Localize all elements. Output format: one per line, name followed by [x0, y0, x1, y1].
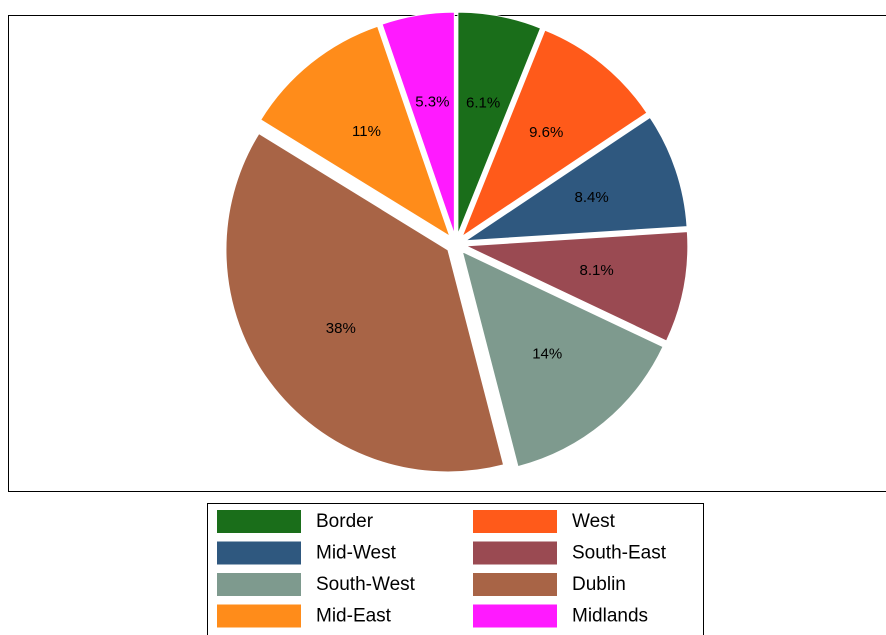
legend-label: Midlands: [572, 606, 648, 627]
pie-slice: [457, 11, 542, 235]
legend-label: West: [572, 511, 616, 532]
legend-label: Mid-West: [316, 543, 397, 564]
legend-label: Mid-East: [316, 606, 392, 627]
legend-swatch: [217, 604, 301, 628]
pie-slice: [461, 250, 664, 468]
pie-slice: [463, 116, 688, 242]
legend-label: Dublin: [572, 574, 626, 595]
slice-label: 11%: [352, 123, 381, 140]
slice-label: 5.3%: [415, 94, 449, 111]
pie-slice: [225, 132, 505, 473]
legend-swatch: [217, 573, 301, 596]
pie-slice: [260, 25, 451, 238]
pie-slice: [463, 231, 689, 342]
legend-swatch: [473, 604, 557, 628]
legend-swatch: [473, 541, 557, 565]
legend-swatch: [217, 541, 301, 565]
slice-label: 38%: [326, 320, 356, 337]
pie-slice: [461, 29, 648, 238]
legend-label: South-East: [572, 543, 667, 564]
slice-label: 6.1%: [466, 94, 500, 111]
pie-slice: [381, 11, 455, 235]
slice-label: 14%: [532, 345, 562, 362]
slice-label: 9.6%: [529, 124, 563, 141]
legend-swatch: [217, 510, 301, 533]
legend-label: South-West: [316, 574, 416, 595]
legend-swatch: [473, 573, 557, 596]
legend-label: Border: [316, 511, 374, 532]
slice-label: 8.1%: [580, 262, 614, 279]
slice-label: 8.4%: [575, 189, 609, 206]
legend-swatch: [473, 510, 557, 533]
